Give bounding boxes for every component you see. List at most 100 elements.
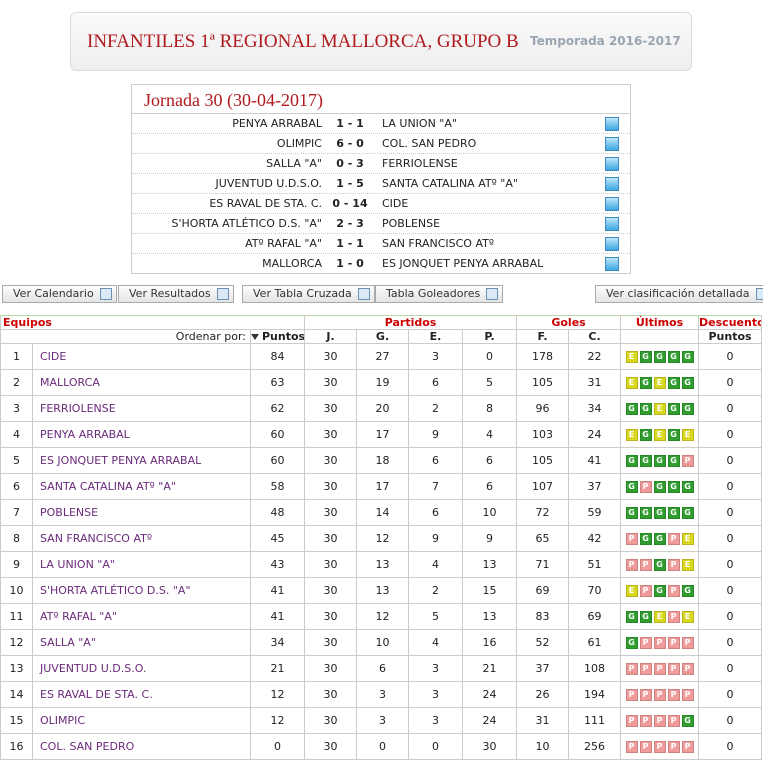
- column-header: Puntos: [698, 329, 763, 344]
- stat-pts: 45: [249, 525, 306, 552]
- result-badge: G: [653, 585, 666, 597]
- team-name[interactable]: CIDE: [32, 343, 251, 370]
- standings-body: Equipos Partidos Goles Últimos Descuento Orde…: [0, 315, 763, 760]
- team-name[interactable]: PENYA ARRABAL: [32, 421, 251, 448]
- team-row: 14 ES RAVAL DE STA. C. 12 30 3 3 24 26 194 P P P P P 0: [0, 681, 763, 708]
- nav-button[interactable]: Ver Calendario: [2, 285, 117, 303]
- result-badge: P: [639, 741, 652, 753]
- team-name[interactable]: JUVENTUD U.D.S.O.: [32, 655, 251, 682]
- match-icon[interactable]: [605, 137, 619, 151]
- position: 15: [0, 707, 33, 734]
- match-icon[interactable]: [605, 197, 619, 211]
- team-name[interactable]: ATº RAFAL "A": [32, 603, 251, 630]
- nav-button[interactable]: Tabla Goleadores: [375, 285, 504, 303]
- match-icon[interactable]: [605, 257, 619, 271]
- position: 13: [0, 655, 33, 682]
- team-name[interactable]: COL. SAN PEDRO: [32, 733, 251, 760]
- team-name[interactable]: MALLORCA: [32, 369, 251, 396]
- stat-c: 37: [568, 473, 622, 500]
- stat-e: 3: [408, 681, 464, 708]
- stat-pts: 0: [249, 733, 306, 760]
- match-icon[interactable]: [605, 217, 619, 231]
- result-badge: P: [653, 741, 666, 753]
- stat-j: 30: [304, 343, 358, 370]
- stat-g: 19: [356, 369, 410, 396]
- position: 3: [0, 395, 33, 422]
- stat-pts: 12: [249, 681, 306, 708]
- stat-j: 30: [304, 421, 358, 448]
- result-badge: G: [681, 481, 694, 493]
- team-row: 4 PENYA ARRABAL 60 30 17 9 4 103 24 E G E G E 0: [0, 421, 763, 448]
- team-name[interactable]: SALLA "A": [32, 629, 251, 656]
- away-team: CIDE: [382, 197, 409, 210]
- stat-c: 51: [568, 551, 622, 578]
- result-badge: E: [681, 559, 694, 571]
- team-name[interactable]: ES JONQUET PENYA ARRABAL: [32, 447, 251, 474]
- team-name[interactable]: FERRIOLENSE: [32, 395, 251, 422]
- stat-f: 69: [516, 577, 570, 604]
- stat-pts: 12: [249, 707, 306, 734]
- position: 1: [0, 343, 33, 370]
- team-name[interactable]: ES RAVAL DE STA. C.: [32, 681, 251, 708]
- position: 8: [0, 525, 33, 552]
- stat-j: 30: [304, 603, 358, 630]
- stat-f: 105: [516, 447, 570, 474]
- stat-f: 72: [516, 499, 570, 526]
- team-name[interactable]: POBLENSE: [32, 499, 251, 526]
- stat-g: 3: [356, 681, 410, 708]
- away-team: POBLENSE: [382, 217, 441, 230]
- match-icon[interactable]: [605, 177, 619, 191]
- team-name[interactable]: S'HORTA ATLÉTICO D.S. "A": [32, 577, 251, 604]
- result-badge: P: [639, 585, 652, 597]
- team-name[interactable]: LA UNION "A": [32, 551, 251, 578]
- discount: 0: [698, 343, 763, 370]
- sort-label: Ordenar por:: [0, 329, 251, 344]
- stat-c: 24: [568, 421, 622, 448]
- team-name[interactable]: SANTA CATALINA ATº "A": [32, 473, 251, 500]
- stat-pts: 21: [249, 655, 306, 682]
- stat-p: 10: [462, 499, 518, 526]
- result-badge: E: [681, 611, 694, 623]
- match-icon[interactable]: [605, 157, 619, 171]
- stat-pts: 58: [249, 473, 306, 500]
- column-header: C.: [568, 329, 622, 344]
- match-icon[interactable]: [605, 237, 619, 251]
- team-row: 3 FERRIOLENSE 62 30 20 2 8 96 34 G G E G G 0: [0, 395, 763, 422]
- team-row: 2 MALLORCA 63 30 19 6 5 105 31 E G E G G 0: [0, 369, 763, 396]
- stat-j: 30: [304, 473, 358, 500]
- stat-p: 24: [462, 681, 518, 708]
- nav-button[interactable]: Ver clasificación detallada: [595, 285, 763, 303]
- discount: 0: [698, 551, 763, 578]
- result-badge: E: [681, 429, 694, 441]
- result-badge: E: [653, 403, 666, 415]
- stat-pts: 43: [249, 551, 306, 578]
- stat-pts: 41: [249, 603, 306, 630]
- column-header: G.: [356, 329, 410, 344]
- team-name[interactable]: SAN FRANCISCO ATº: [32, 525, 251, 552]
- nav-button[interactable]: Ver Tabla Cruzada: [242, 285, 375, 303]
- stat-p: 16: [462, 629, 518, 656]
- discount: 0: [698, 577, 763, 604]
- column-header[interactable]: Puntos: [249, 329, 306, 344]
- stat-c: 194: [568, 681, 622, 708]
- score: 2 - 3: [336, 217, 364, 230]
- jornada-box: Jornada 30 (30-04-2017) PENYA ARRABAL 1 -…: [131, 84, 631, 274]
- discount: 0: [698, 473, 763, 500]
- stat-j: 30: [304, 681, 358, 708]
- column-label: Puntos: [262, 330, 305, 343]
- discount: 0: [698, 499, 763, 526]
- team-name[interactable]: OLIMPIC: [32, 707, 251, 734]
- away-team: ES JONQUET PENYA ARRABAL: [382, 257, 544, 270]
- match-icon[interactable]: [605, 117, 619, 131]
- stat-j: 30: [304, 447, 358, 474]
- nav-button[interactable]: Ver Resultados: [118, 285, 234, 303]
- discount: 0: [698, 447, 763, 474]
- result-badge: P: [681, 663, 694, 675]
- stat-e: 6: [408, 369, 464, 396]
